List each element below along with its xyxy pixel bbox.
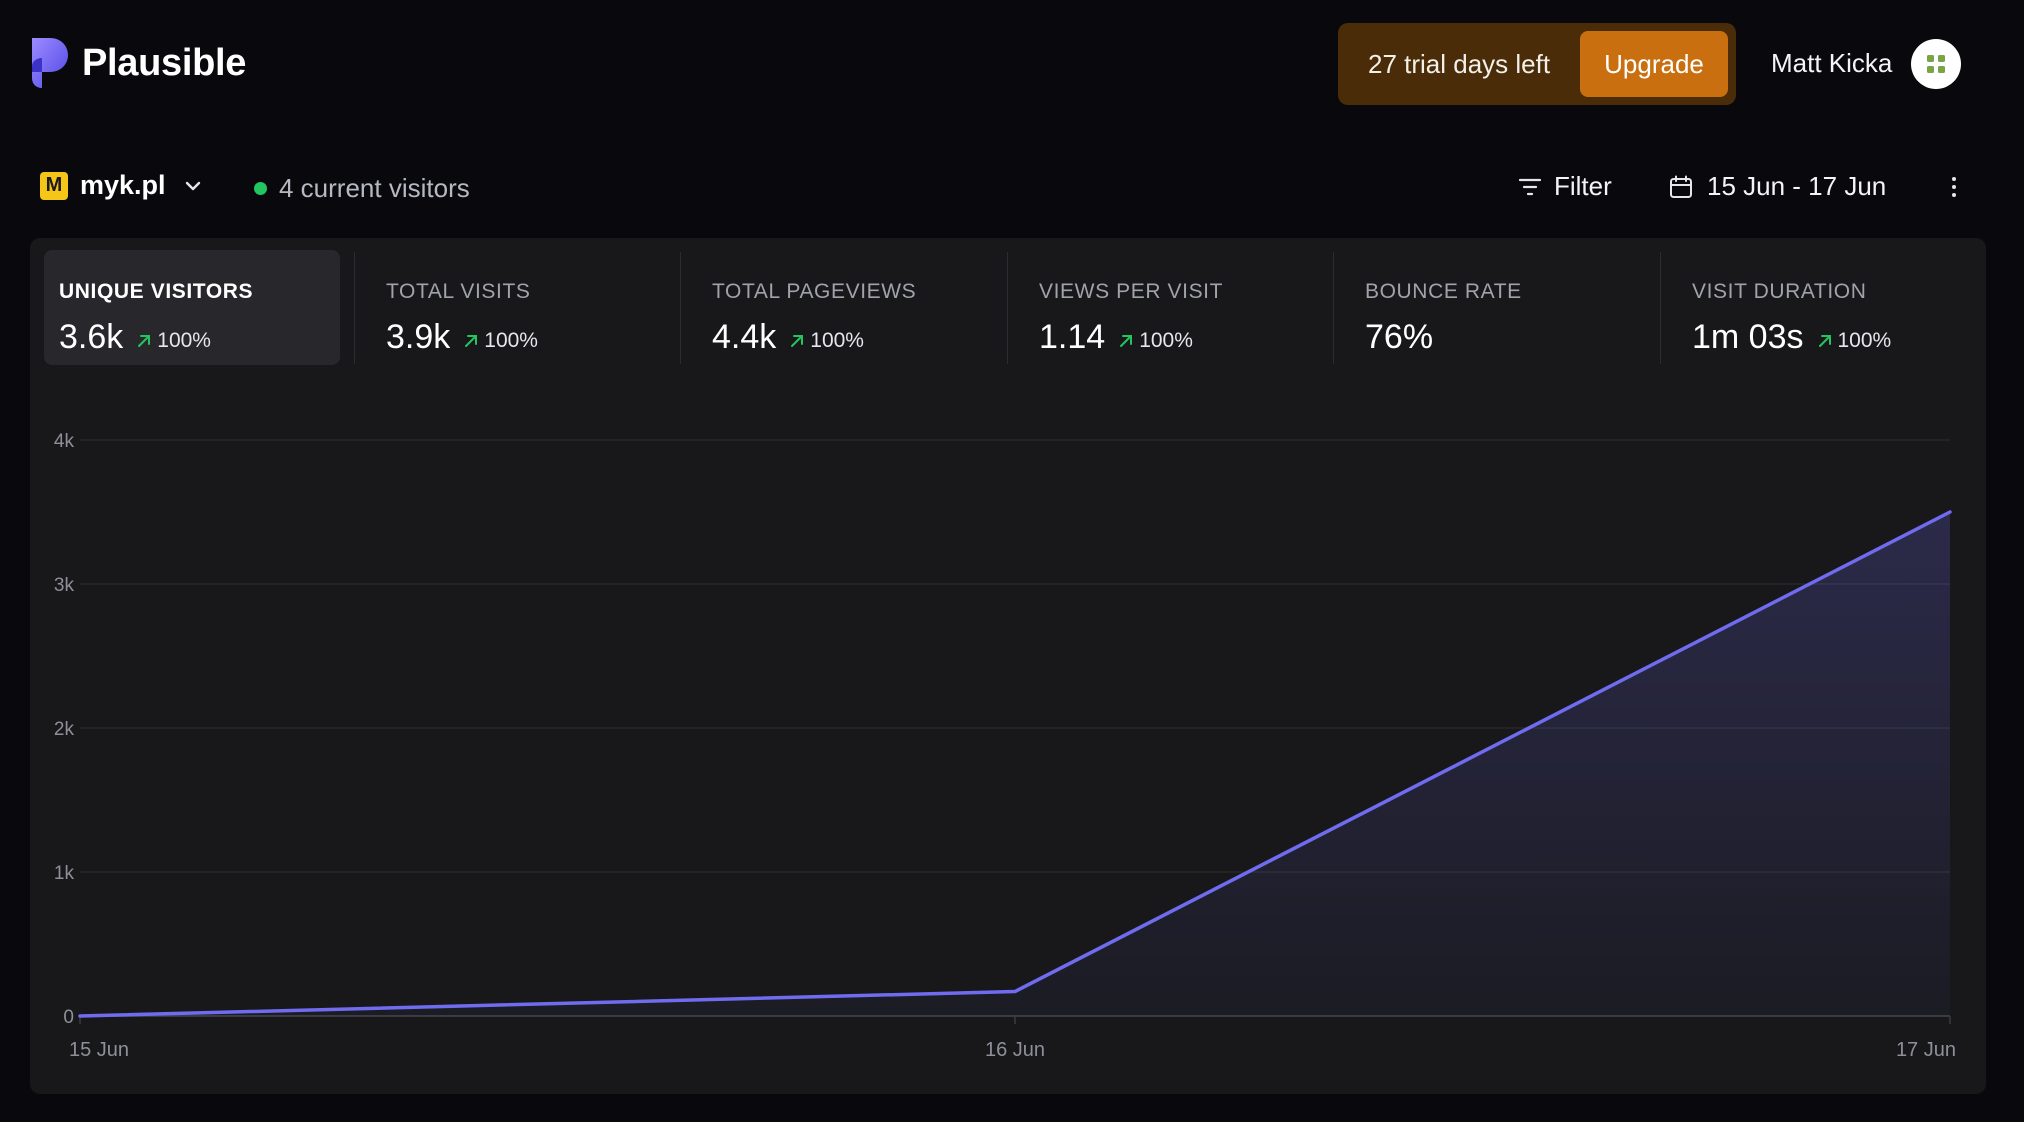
visitors-area bbox=[80, 512, 1950, 1016]
date-range-label: 15 Jun - 17 Jun bbox=[1707, 171, 1887, 201]
avatar[interactable] bbox=[1911, 39, 1961, 89]
filter-label: Filter bbox=[1554, 171, 1612, 201]
metric-unique-visitors[interactable]: UNIQUE VISITORS 3.6k 100% bbox=[44, 250, 340, 365]
metric-value: 76% bbox=[1365, 318, 1434, 356]
metric-change: 100% bbox=[464, 329, 538, 353]
filter-button[interactable]: Filter bbox=[1518, 171, 1612, 202]
divider bbox=[1333, 252, 1334, 364]
metric-value: 1m 03s bbox=[1692, 318, 1804, 356]
x-tick-label: 17 Jun bbox=[1896, 1039, 1956, 1061]
metric-value: 1.14 bbox=[1039, 318, 1106, 356]
metric-label: TOTAL VISITS bbox=[386, 280, 531, 303]
site-favicon: M bbox=[40, 171, 68, 200]
x-tick-label: 15 Jun bbox=[69, 1039, 129, 1061]
metric-label: VIEWS PER VISIT bbox=[1039, 280, 1224, 303]
metric-label: TOTAL PAGEVIEWS bbox=[712, 280, 917, 303]
chevron-down-icon bbox=[185, 181, 200, 190]
trial-banner: 27 trial days left Upgrade bbox=[1338, 23, 1736, 105]
upgrade-button[interactable]: Upgrade bbox=[1580, 31, 1728, 97]
y-tick-label: 0 bbox=[63, 1007, 74, 1028]
trial-days-text: 27 trial days left bbox=[1368, 48, 1551, 79]
current-visitors[interactable]: 4 current visitors bbox=[254, 173, 470, 204]
y-tick-label: 1k bbox=[54, 863, 75, 884]
metric-value: 3.6k bbox=[59, 318, 124, 356]
metric-change-value: 100% bbox=[1837, 329, 1892, 352]
metric-value: 3.9k bbox=[386, 318, 451, 356]
metric-total-visits[interactable]: TOTAL VISITS 3.9k 100% bbox=[371, 250, 671, 365]
x-tick-label: 16 Jun bbox=[985, 1039, 1045, 1061]
metric-change-value: 100% bbox=[810, 329, 864, 352]
metric-change-value: 100% bbox=[157, 329, 211, 352]
metric-value: 4.4k bbox=[712, 318, 777, 356]
site-switcher[interactable]: M myk.pl bbox=[40, 170, 202, 201]
metric-change: 100% bbox=[1818, 329, 1892, 353]
metric-change: 100% bbox=[790, 329, 864, 353]
y-tick-label: 4k bbox=[54, 431, 75, 452]
metric-change-value: 100% bbox=[1139, 329, 1193, 352]
metric-label: BOUNCE RATE bbox=[1365, 280, 1522, 303]
plausible-logo-icon bbox=[32, 38, 68, 88]
arrow-up-right-icon bbox=[1120, 335, 1133, 347]
metric-change: 100% bbox=[1119, 329, 1193, 353]
divider bbox=[354, 252, 355, 364]
stats-panel: UNIQUE VISITORS 3.6k 100% TOTAL VISITS 3… bbox=[30, 238, 1986, 1094]
metric-change-value: 100% bbox=[484, 329, 538, 352]
divider bbox=[1007, 252, 1008, 364]
filter-icon bbox=[1518, 178, 1542, 195]
arrow-up-right-icon bbox=[791, 335, 804, 347]
grid-icon bbox=[1927, 55, 1945, 73]
date-range-picker[interactable]: 15 Jun - 17 Jun bbox=[1669, 171, 1886, 202]
arrow-up-right-icon bbox=[138, 335, 151, 347]
y-tick-label: 2k bbox=[54, 719, 75, 740]
current-visitors-text: 4 current visitors bbox=[279, 173, 470, 203]
calendar-icon bbox=[1670, 175, 1692, 198]
divider bbox=[1660, 252, 1661, 364]
user-name[interactable]: Matt Kicka bbox=[1771, 48, 1893, 78]
metric-bounce-rate[interactable]: BOUNCE RATE 76% bbox=[1350, 250, 1650, 365]
site-name: myk.pl bbox=[80, 170, 166, 200]
metric-label: UNIQUE VISITORS bbox=[59, 280, 254, 303]
brand-name: Plausible bbox=[82, 41, 247, 84]
metric-total-pageviews[interactable]: TOTAL PAGEVIEWS 4.4k 100% bbox=[697, 250, 997, 365]
plausible-logo[interactable]: Plausible bbox=[28, 36, 246, 90]
more-options-icon[interactable] bbox=[1944, 174, 1964, 200]
y-tick-label: 3k bbox=[54, 575, 75, 596]
visitors-chart[interactable]: 0 1k 2k 3k 4k 15 Jun 16 Jun 17 Jun bbox=[30, 238, 1986, 1094]
metric-visit-duration[interactable]: VISIT DURATION 1m 03s 100% bbox=[1677, 250, 1977, 365]
live-dot-icon bbox=[254, 182, 267, 195]
arrow-up-right-icon bbox=[1818, 335, 1831, 347]
arrow-up-right-icon bbox=[465, 335, 478, 347]
metric-views-per-visit[interactable]: VIEWS PER VISIT 1.14 100% bbox=[1024, 250, 1324, 365]
metric-change: 100% bbox=[137, 329, 211, 353]
metric-label: VISIT DURATION bbox=[1692, 280, 1867, 303]
divider bbox=[680, 252, 681, 364]
